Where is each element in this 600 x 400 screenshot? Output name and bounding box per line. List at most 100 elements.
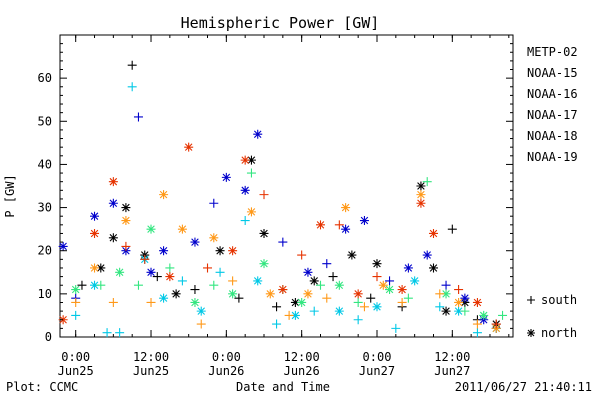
data-point <box>177 276 187 286</box>
data-point <box>491 319 501 329</box>
data-point <box>416 190 426 200</box>
data-point <box>96 263 106 273</box>
data-point <box>322 293 332 303</box>
data-point <box>58 241 68 251</box>
plot-area <box>58 34 514 338</box>
data-point <box>278 285 288 295</box>
data-point <box>334 280 344 290</box>
data-point <box>246 155 256 165</box>
data-point <box>115 267 125 277</box>
series-metp-02 <box>77 60 501 329</box>
data-point <box>428 228 438 238</box>
data-point <box>460 306 470 316</box>
data-point <box>196 319 206 329</box>
data-point <box>159 246 169 256</box>
data-point <box>196 306 206 316</box>
data-point <box>71 297 81 307</box>
data-point <box>359 216 369 226</box>
data-point <box>435 289 445 299</box>
data-point <box>328 272 338 282</box>
data-point <box>71 310 81 320</box>
data-point <box>479 310 489 320</box>
data-point <box>290 297 300 307</box>
data-point <box>435 302 445 312</box>
data-point <box>215 246 225 256</box>
data-point <box>190 285 200 295</box>
x-axis-label: Date and Time <box>236 380 330 394</box>
data-point <box>290 310 300 320</box>
x-tick-date-label: Jun27 <box>434 364 470 378</box>
data-point <box>108 233 118 243</box>
data-point <box>353 315 363 325</box>
x-tick-date-label: Jun26 <box>208 364 244 378</box>
x-tick-time-label: 12:00 <box>434 350 470 364</box>
data-point <box>259 259 269 269</box>
data-point <box>397 297 407 307</box>
data-point <box>159 293 169 303</box>
data-point <box>184 142 194 152</box>
data-point <box>460 293 470 303</box>
data-point <box>190 237 200 247</box>
data-point <box>372 302 382 312</box>
data-point <box>152 272 162 282</box>
x-tick-date-label: Jun25 <box>133 364 169 378</box>
data-point <box>190 297 200 307</box>
data-point <box>454 297 464 307</box>
data-point <box>90 263 100 273</box>
data-point <box>259 190 269 200</box>
x-axis: 0:00Jun2512:00Jun250:00Jun2612:00Jun260:… <box>58 35 510 378</box>
x-tick-time-label: 12:00 <box>284 350 320 364</box>
data-point <box>146 267 156 277</box>
data-point <box>253 276 263 286</box>
legend-entry: NOAA-19 <box>527 150 578 164</box>
plot-frame <box>59 34 514 338</box>
footer-timestamp: 2011/06/27 21:40:11 <box>455 380 592 394</box>
data-point <box>171 289 181 299</box>
data-point <box>441 289 451 299</box>
data-point <box>410 276 420 286</box>
data-points <box>58 60 508 338</box>
data-point <box>454 285 464 295</box>
data-point <box>309 306 319 316</box>
y-tick-label: 0 <box>45 330 52 344</box>
data-point <box>221 172 231 182</box>
y-axis: 0 10 20 30 40 50 60 <box>38 43 513 344</box>
legend-entry: NOAA-17 <box>527 108 578 122</box>
marker-legend-symbol <box>527 329 535 337</box>
legend-entry: NOAA-16 <box>527 87 578 101</box>
series-noaa-17 <box>71 168 508 320</box>
data-point <box>209 280 219 290</box>
series-noaa-15 <box>58 112 501 333</box>
y-axis-label: P [GW] <box>3 174 17 217</box>
data-point <box>265 289 275 299</box>
data-point <box>316 280 326 290</box>
data-point <box>102 328 112 338</box>
data-point <box>146 224 156 234</box>
marker-legend-label: south <box>541 293 577 307</box>
data-point <box>90 228 100 238</box>
x-tick-date-label: Jun27 <box>359 364 395 378</box>
data-point <box>341 224 351 234</box>
data-point <box>127 60 137 70</box>
x-tick-date-label: Jun26 <box>284 364 320 378</box>
data-point <box>498 310 508 320</box>
data-point <box>234 293 244 303</box>
x-tick-time-label: 0:00 <box>212 350 241 364</box>
data-point <box>428 263 438 273</box>
chart-title: Hemispheric Power [GW] <box>181 14 380 32</box>
data-point <box>127 82 137 92</box>
data-point <box>272 319 282 329</box>
data-point <box>322 259 332 269</box>
data-point <box>228 246 238 256</box>
data-point <box>366 293 376 303</box>
data-point <box>316 220 326 230</box>
data-point <box>297 297 307 307</box>
x-tick-time-label: 0:00 <box>61 350 90 364</box>
data-point <box>441 280 451 290</box>
data-point <box>284 310 294 320</box>
data-point <box>133 112 143 122</box>
series-noaa-19 <box>58 142 501 329</box>
data-point <box>246 168 256 178</box>
legend-entry: NOAA-15 <box>527 66 578 80</box>
data-point <box>403 263 413 273</box>
